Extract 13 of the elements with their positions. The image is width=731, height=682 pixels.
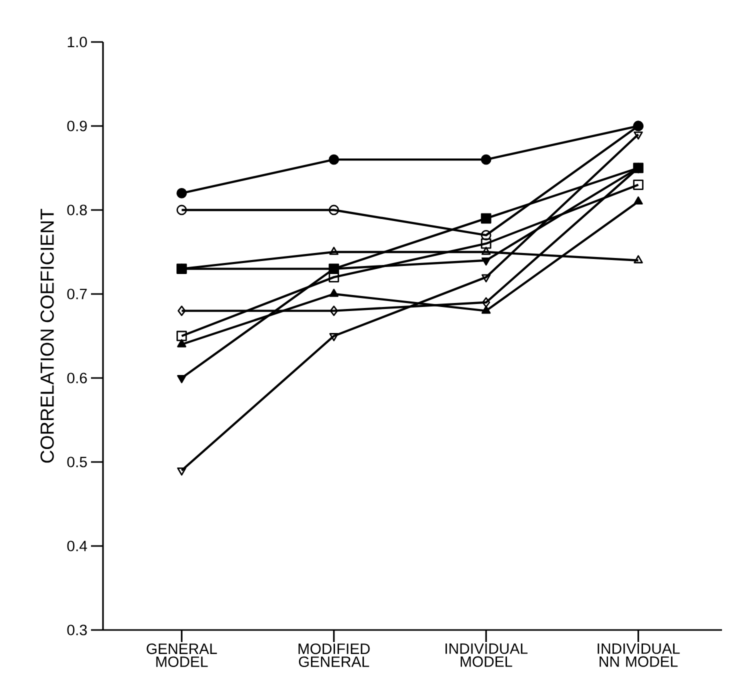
y-tick-label: 0.6 <box>67 372 87 384</box>
y-tick-label: 0.3 <box>67 624 87 636</box>
y-axis-title: CORRELATION COEFICIENT <box>40 208 54 463</box>
x-tick-label: INDIVIDUAL NN MODEL <box>598 644 680 667</box>
y-tick-label: 0.4 <box>67 540 88 552</box>
y-tick-label: 0.9 <box>67 120 87 132</box>
y-tick-label: 0.8 <box>67 204 87 216</box>
y-tick-label: 0.5 <box>67 456 87 468</box>
y-tick-label: 0.7 <box>67 288 87 300</box>
y-tick-label: 1.0 <box>68 36 87 48</box>
x-tick-label: MODIFIED GENERAL <box>298 644 370 668</box>
x-tick-label: INDIVIDUAL MODEL <box>446 644 528 667</box>
x-tick-label: GENERAL MODEL <box>146 644 217 668</box>
